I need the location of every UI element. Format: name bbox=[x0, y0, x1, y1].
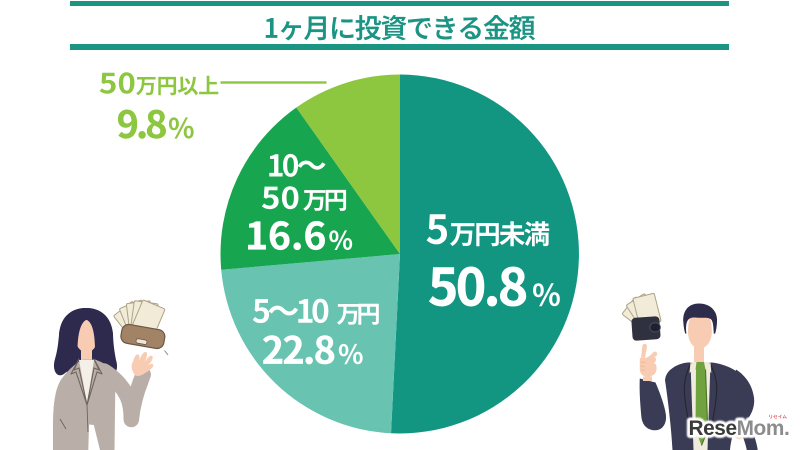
svg-text:ReseMom.: ReseMom. bbox=[689, 417, 790, 440]
svg-text:ReseMom.: ReseMom. bbox=[689, 417, 790, 440]
